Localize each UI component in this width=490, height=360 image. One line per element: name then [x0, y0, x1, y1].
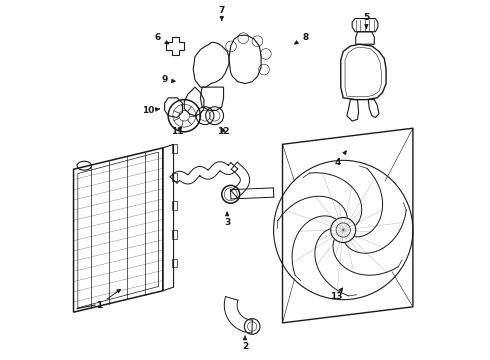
Text: 7: 7: [219, 6, 225, 21]
Text: 10: 10: [142, 106, 160, 115]
Bar: [172, 173, 177, 181]
Bar: [172, 230, 177, 239]
Text: 5: 5: [363, 13, 369, 28]
Text: 6: 6: [155, 33, 169, 44]
Text: 3: 3: [224, 212, 230, 228]
Bar: [172, 144, 177, 153]
Text: 13: 13: [330, 288, 343, 301]
Text: 4: 4: [335, 151, 346, 167]
Bar: [172, 258, 177, 267]
Text: 12: 12: [218, 127, 230, 136]
Text: 1: 1: [96, 289, 121, 310]
Bar: [172, 202, 177, 210]
Text: 8: 8: [294, 33, 308, 44]
Text: 2: 2: [242, 336, 248, 351]
Text: 9: 9: [162, 76, 175, 85]
Text: 11: 11: [171, 127, 183, 136]
